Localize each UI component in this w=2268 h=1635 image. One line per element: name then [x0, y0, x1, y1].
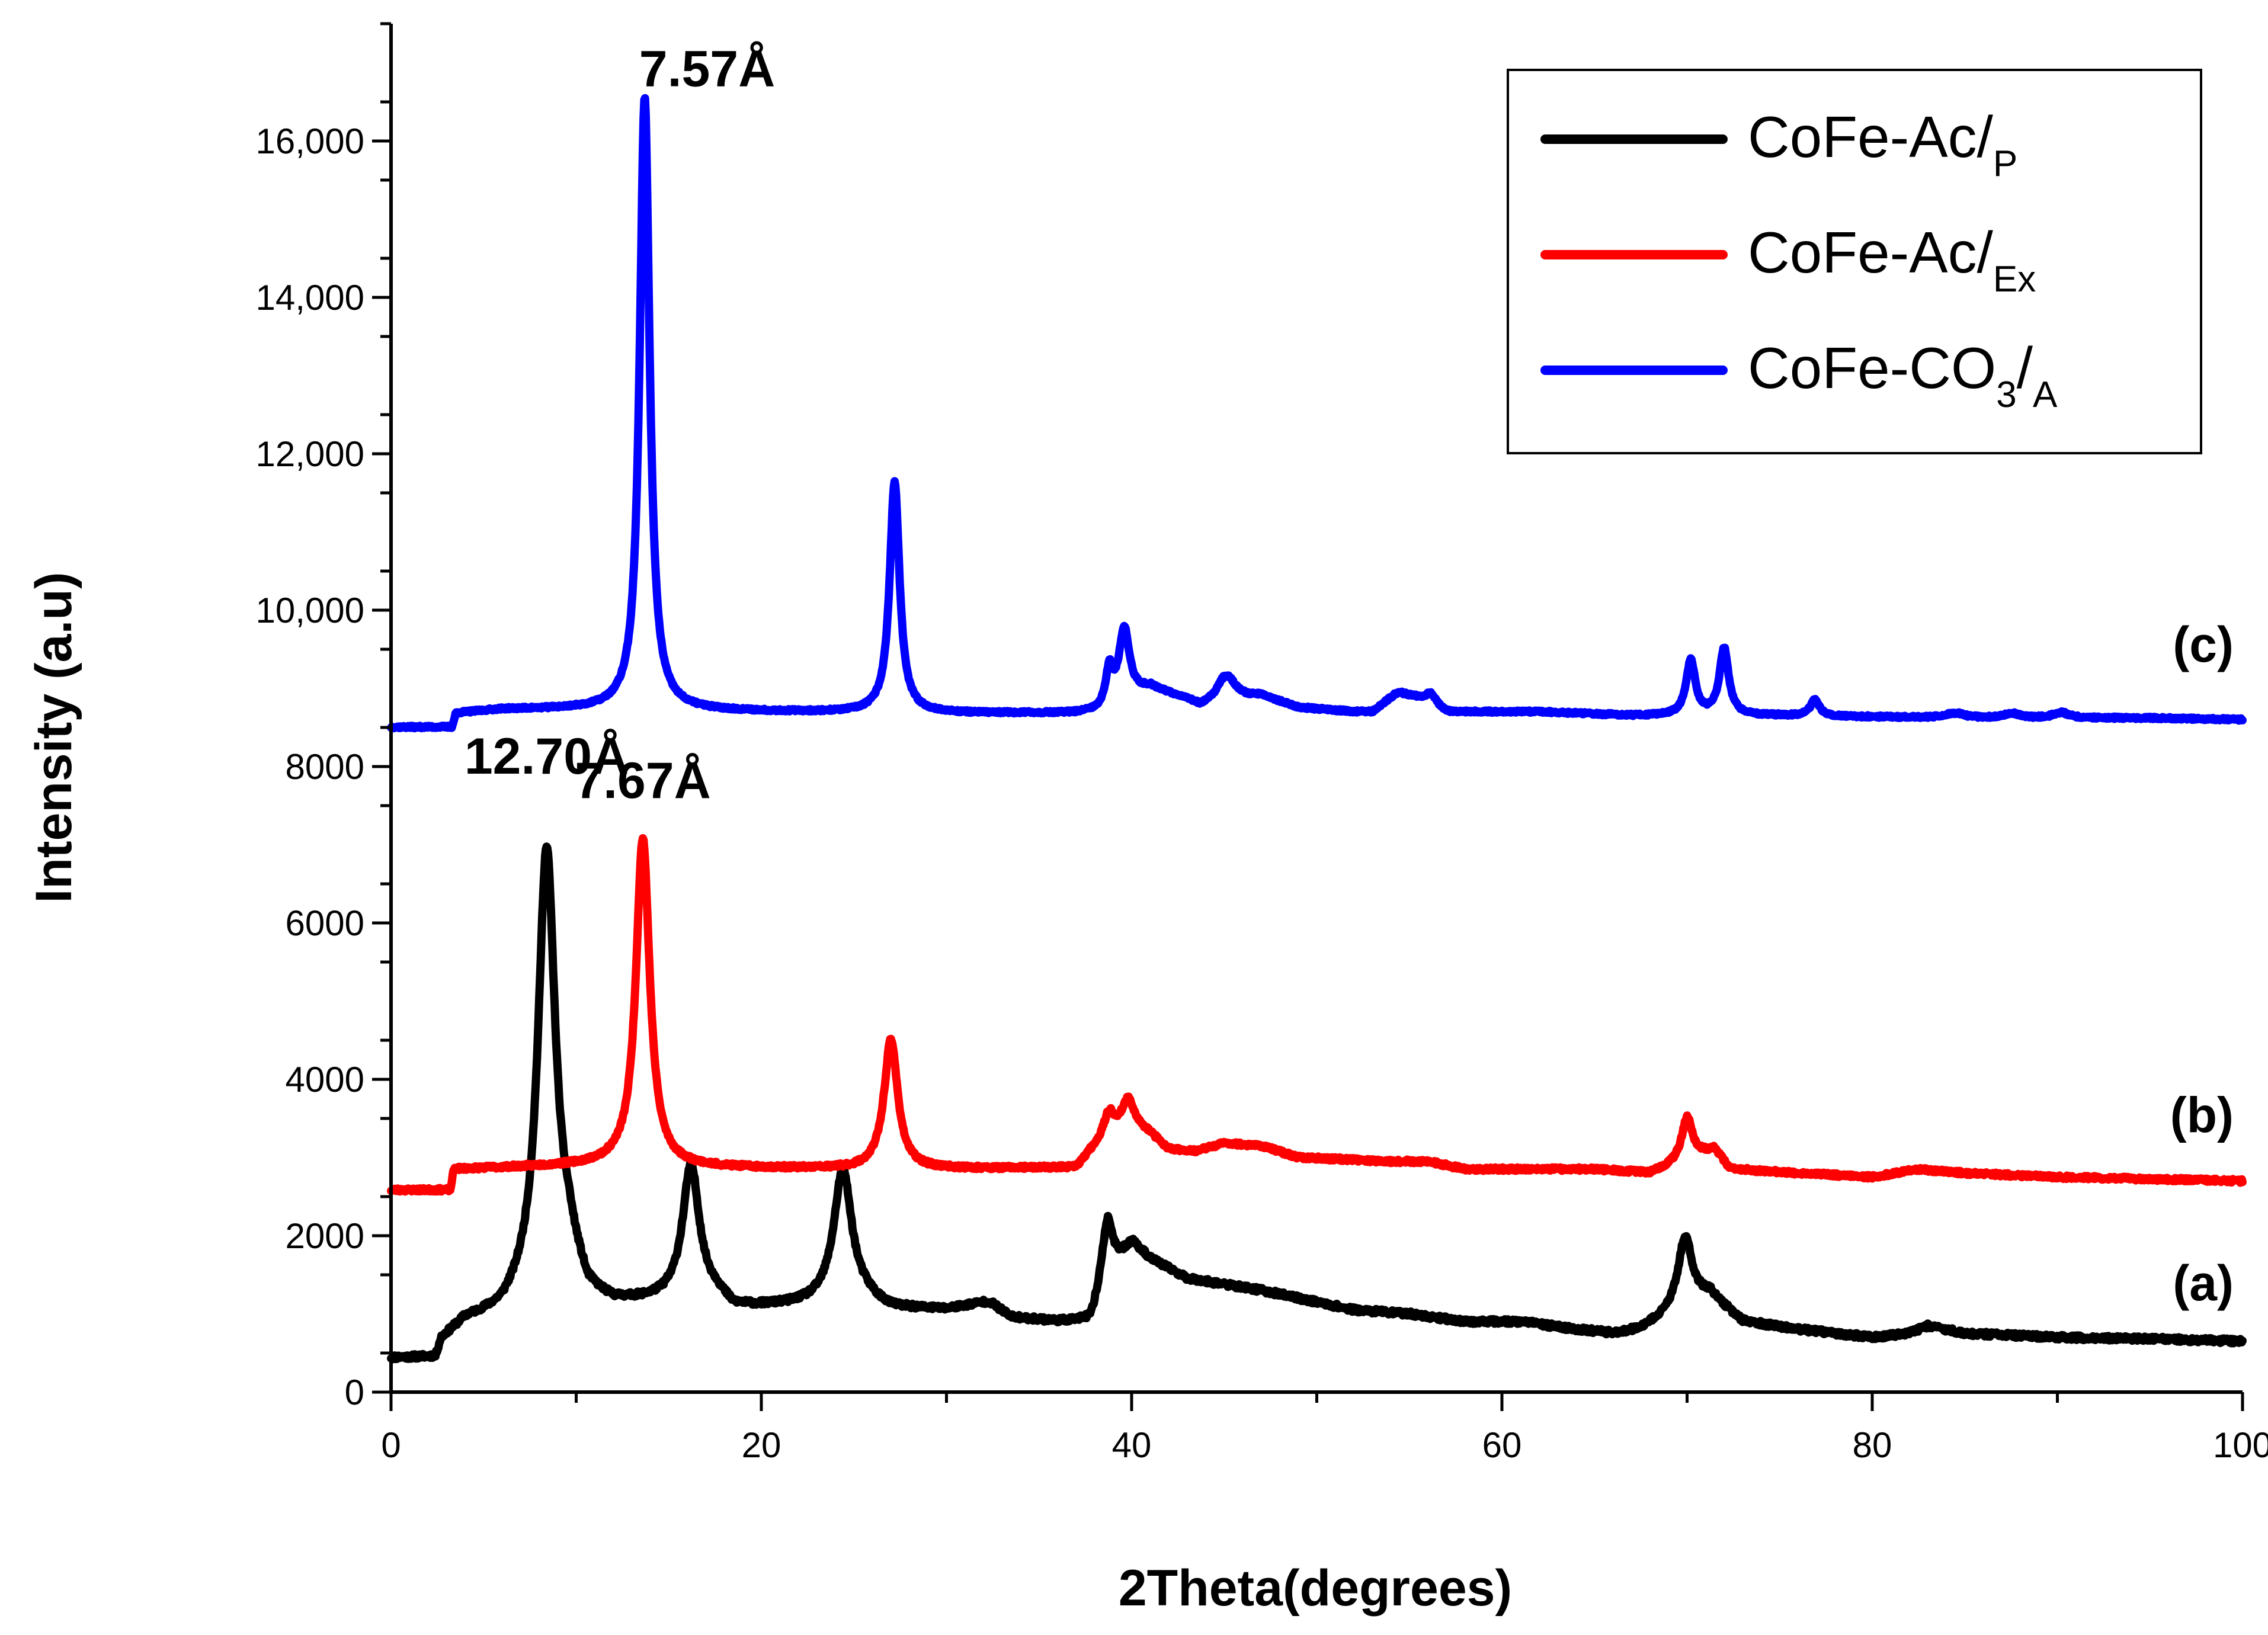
series-line-a: [387, 842, 2247, 1364]
y-ticks: 0 2000 4000 6000 8000 10,000 12,000 14,000 16,00…: [255, 22, 391, 1412]
peak-annotation: 7.67Å: [575, 752, 711, 809]
y-axis-title: Intensity (a.u): [25, 572, 82, 903]
series-line-c: [387, 94, 2247, 733]
peak-annotation: 12.70Å: [465, 728, 629, 785]
y-tick-label: 10,000: [255, 591, 364, 630]
x-tick-label: 0: [381, 1425, 401, 1465]
series-line-b: [387, 834, 2247, 1196]
y-tick-label: 16,000: [255, 121, 364, 161]
peak-annotation: 7.57Å: [639, 41, 776, 98]
y-tick-label: 0: [345, 1373, 364, 1412]
x-tick-label: 20: [742, 1425, 781, 1465]
curve-label-a: (a): [2173, 1255, 2234, 1311]
y-tick-label: 14,000: [255, 278, 364, 318]
legend-box: [1507, 69, 2202, 454]
curve-label-c: (c): [2173, 617, 2234, 672]
y-tick-label: 2000: [286, 1216, 364, 1256]
x-tick-label: 60: [1482, 1425, 1522, 1465]
legend-label-a: CoFe-Ac/P: [1748, 104, 2017, 184]
x-axis-title: 2Theta(degrees): [1119, 1560, 1512, 1617]
axes: 0 20 40 60 80 100 0 2000 4000 6000 8000 10,000 12,0…: [255, 22, 2268, 1465]
x-tick-label: 40: [1112, 1425, 1152, 1465]
legend-label-b: CoFe-Ac/Ex: [1748, 220, 2036, 300]
y-tick-label: 12,000: [255, 434, 364, 474]
y-tick-label: 4000: [286, 1060, 364, 1099]
legend: CoFe-Ac/P CoFe-Ac/Ex CoFe-CO3/A: [1507, 69, 2202, 454]
x-tick-label: 100: [2213, 1425, 2268, 1465]
y-tick-label: 8000: [286, 747, 364, 787]
series-layer: [387, 94, 2247, 1364]
curve-labels: (a) (b) (c): [2170, 617, 2234, 1311]
x-ticks: 0 20 40 60 80 100: [381, 1392, 2268, 1465]
legend-label-c: CoFe-CO3/A: [1748, 335, 2058, 415]
x-tick-label: 80: [1853, 1425, 1892, 1465]
y-tick-label: 6000: [286, 903, 364, 943]
curve-label-b: (b): [2170, 1087, 2234, 1143]
